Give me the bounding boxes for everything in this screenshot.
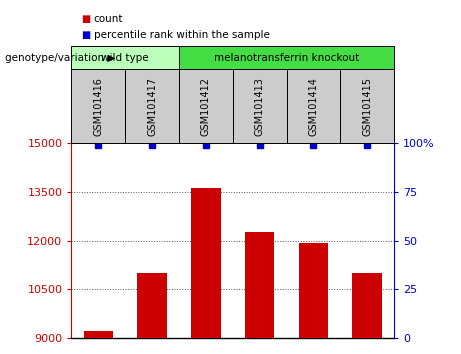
Title: GDS1964 / 1436750_a_at: GDS1964 / 1436750_a_at — [136, 126, 330, 142]
Bar — [233, 69, 287, 143]
Bar — [353, 273, 382, 338]
Bar — [287, 69, 340, 143]
Text: GSM101412: GSM101412 — [201, 77, 211, 136]
Bar — [125, 69, 179, 143]
Text: count: count — [94, 15, 123, 24]
Text: GSM101416: GSM101416 — [93, 77, 103, 136]
Text: melanotransferrin knockout: melanotransferrin knockout — [214, 52, 359, 63]
Text: ■: ■ — [81, 15, 90, 24]
Bar — [137, 273, 167, 338]
Text: genotype/variation ▶: genotype/variation ▶ — [5, 52, 115, 63]
Bar — [340, 69, 394, 143]
Text: GSM101417: GSM101417 — [147, 77, 157, 136]
Bar — [179, 46, 394, 69]
Bar — [71, 69, 125, 143]
Bar — [299, 243, 328, 338]
Bar — [179, 69, 233, 143]
Bar — [191, 188, 221, 338]
Text: GSM101415: GSM101415 — [362, 77, 372, 136]
Bar — [71, 46, 179, 69]
Text: GSM101413: GSM101413 — [254, 77, 265, 136]
Bar — [245, 232, 274, 338]
Text: GSM101414: GSM101414 — [308, 77, 319, 136]
Bar — [83, 331, 113, 338]
Text: ■: ■ — [81, 30, 90, 40]
Text: percentile rank within the sample: percentile rank within the sample — [94, 30, 270, 40]
Text: wild type: wild type — [101, 52, 149, 63]
